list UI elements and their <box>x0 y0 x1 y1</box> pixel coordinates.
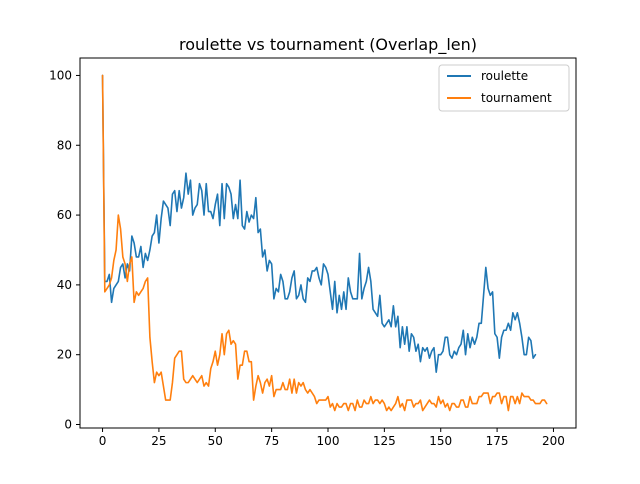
chart-title: roulette vs tournament (Overlap_len) <box>179 35 477 55</box>
plot-area <box>101 74 548 412</box>
y-tick-label: 60 <box>57 208 72 222</box>
x-tick-label: 25 <box>151 434 166 448</box>
legend-box <box>438 64 570 112</box>
x-tick-label: 200 <box>542 434 565 448</box>
x-axis: 0 25 50 75 100 125 150 175 200 <box>99 428 565 448</box>
x-tick-label: 50 <box>208 434 223 448</box>
legend-label-tournament: tournament <box>481 91 552 105</box>
x-tick-label: 150 <box>429 434 452 448</box>
legend-label-roulette: roulette <box>481 69 528 83</box>
series-line-tournament <box>101 74 548 412</box>
y-tick-label: 40 <box>57 278 72 292</box>
x-tick-label: 100 <box>317 434 340 448</box>
y-tick-label: 100 <box>49 68 72 82</box>
y-tick-label: 0 <box>64 418 72 432</box>
legend: roulette tournament <box>438 64 570 112</box>
y-tick-label: 20 <box>57 348 72 362</box>
x-tick-label: 0 <box>99 434 107 448</box>
series-line-roulette <box>101 74 537 373</box>
y-tick-label: 80 <box>57 138 72 152</box>
x-tick-label: 125 <box>373 434 396 448</box>
y-axis: 0 20 40 60 80 100 <box>49 68 80 432</box>
x-tick-label: 175 <box>486 434 509 448</box>
x-tick-label: 75 <box>264 434 279 448</box>
